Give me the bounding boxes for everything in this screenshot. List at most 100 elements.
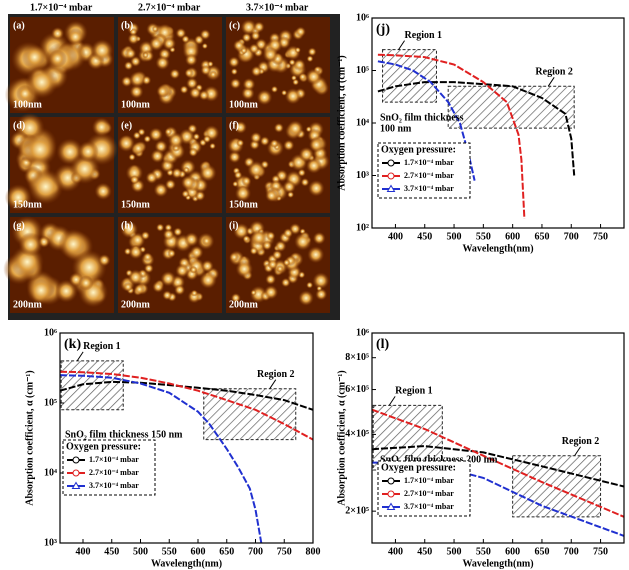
x-tick-label: 650: [534, 546, 549, 557]
afm-grain: [312, 272, 330, 290]
afm-grain: [282, 258, 291, 267]
legend-marker: [71, 481, 81, 489]
afm-grain: [127, 269, 144, 286]
y-tick-label: 6×10⁵: [345, 384, 369, 395]
afm-grain: [175, 263, 190, 278]
afm-grain: [199, 29, 211, 40]
series-line: [372, 461, 624, 537]
afm-grain: [250, 229, 268, 246]
afm-grain: [305, 126, 312, 133]
afm-grain: [48, 49, 67, 68]
afm-grain: [162, 36, 177, 51]
afm-grain: [234, 120, 248, 134]
legend-label: 3.7×10⁻⁴ mbar: [89, 481, 139, 490]
afm-grain: [241, 176, 252, 187]
afm-grain: [160, 270, 176, 287]
afm-grain: [186, 77, 199, 90]
afm-grain: [190, 289, 198, 297]
legend-label: 2.7×10⁻⁴ mbar: [89, 468, 139, 477]
x-tick-label: 600: [191, 546, 206, 557]
afm-grain: [181, 189, 190, 199]
panel-label: (g): [13, 220, 25, 231]
afm-grain: [256, 89, 273, 106]
panel-label: (l): [376, 337, 390, 352]
y-tick-label: 10⁵: [356, 65, 369, 76]
panel-label: (c): [229, 20, 240, 31]
afm-grain: [270, 85, 279, 93]
afm-grain: [283, 228, 294, 239]
y-axis-label: Absorption coefficient, α (cm⁻¹): [24, 370, 35, 506]
afm-grain: [209, 70, 218, 79]
x-tick-label: 600: [505, 231, 520, 242]
thickness-label: 200nm: [121, 299, 151, 310]
afm-grain: [265, 273, 277, 285]
afm-grain: [189, 265, 198, 274]
x-tick-label: 600: [505, 546, 520, 557]
afm-grain: [189, 245, 204, 260]
series-line: [372, 445, 624, 488]
legend-marker: [387, 159, 395, 167]
x-tick-label: 750: [593, 231, 608, 242]
afm-grain: [143, 263, 154, 274]
region-label: Region 2: [562, 436, 600, 447]
afm-grain: [25, 65, 59, 99]
thickness-label: 150nm: [13, 199, 43, 210]
region-label: Region 2: [535, 67, 573, 78]
legend-marker: [387, 490, 395, 498]
legend-title: Oxygen pressure:: [381, 144, 456, 155]
afm-grain: [300, 177, 310, 187]
afm-grain: [18, 232, 43, 257]
thickness-label: 100nm: [121, 99, 151, 110]
x-tick-label: 700: [248, 546, 263, 557]
region: [447, 85, 575, 129]
thickness-label: 150nm: [121, 199, 151, 210]
afm-grain: [233, 170, 243, 180]
region-label: Region 1: [405, 30, 443, 41]
x-tick-label: 800: [306, 546, 321, 557]
afm-grain: [66, 28, 85, 46]
afm-grain: [263, 285, 279, 300]
afm-grain: [200, 64, 212, 76]
afm-grain: [199, 164, 217, 182]
afm-grain: [125, 163, 144, 182]
afm-grain: [162, 228, 175, 241]
afm-grain: [250, 289, 257, 296]
region: [60, 360, 124, 411]
afm-grain: [292, 78, 300, 86]
plot-frame: [371, 332, 625, 544]
afm-grain: [181, 34, 190, 44]
afm-grain: [270, 139, 279, 148]
x-tick-label: 500: [447, 546, 462, 557]
afm-grain: [129, 71, 146, 88]
afm-grain: [189, 86, 202, 100]
afm-grain: [167, 249, 176, 258]
afm-grain: [133, 283, 146, 295]
x-tick-label: 700: [564, 546, 579, 557]
afm-grain: [164, 128, 173, 136]
afm-grain: [272, 249, 283, 261]
afm-grain: [228, 150, 241, 164]
y-tick-label: 10⁶: [356, 12, 369, 23]
afm-grain: [283, 139, 295, 151]
afm-grain: [22, 44, 48, 70]
x-tick-label: 550: [476, 231, 491, 242]
x-tick-label: 550: [476, 546, 491, 557]
region-leader: [547, 77, 555, 87]
afm-grain: [174, 284, 186, 296]
afm-grain: [235, 260, 254, 278]
afm-grain: [312, 231, 326, 245]
afm-grain: [151, 25, 159, 33]
chart: Region 1 Region 2 400 450 500 550 600 650 700 750…: [336, 327, 625, 569]
afm-grain: [281, 89, 288, 96]
afm-grain: [288, 58, 296, 66]
thickness-label: 150nm: [229, 199, 259, 210]
annotation: 100 nm: [380, 123, 412, 134]
afm-grain: [230, 68, 238, 76]
afm-grain: [253, 21, 265, 33]
afm-grain: [153, 182, 169, 198]
region-leader: [76, 351, 84, 362]
afm-grain: [298, 72, 307, 82]
afm-grain: [241, 32, 252, 43]
afm-grain: [298, 146, 315, 163]
panel-label: (e): [121, 120, 132, 131]
